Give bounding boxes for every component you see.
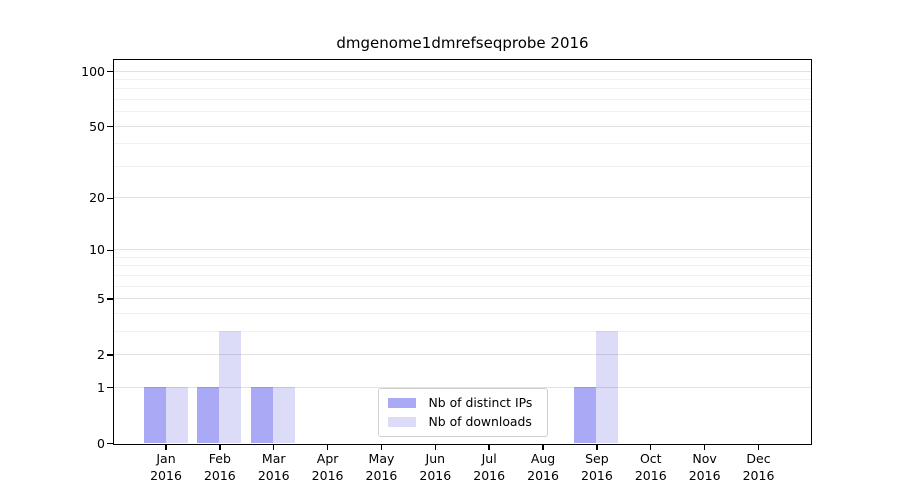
y-tick-mark-100 — [107, 70, 113, 73]
x-tick-label-nov: Nov 2016 — [688, 451, 721, 483]
y-tick-mark-5 — [107, 298, 113, 300]
bar-distinct-ips-feb — [197, 387, 220, 443]
y-tick-mark-50 — [107, 126, 113, 128]
y-tick-label-0: 0 — [97, 435, 105, 451]
x-tick-label-apr: Apr 2016 — [311, 451, 344, 483]
y-tick-label-2: 2 — [97, 346, 105, 362]
chart-title: dmgenome1dmrefseqprobe 2016 — [336, 34, 589, 52]
legend-swatch-distinct-ips — [387, 397, 416, 408]
y-tick-label-20: 20 — [89, 190, 105, 206]
gridline-minor-6 — [113, 285, 811, 287]
y-tick-mark-10 — [107, 249, 113, 251]
x-tick-mark-jul — [488, 445, 490, 450]
plot-area: Nb of distinct IPs Nb of downloads — [112, 58, 812, 445]
y-tick-mark-1 — [107, 386, 113, 389]
bars-layer — [114, 60, 812, 445]
x-tick-mark-aug — [542, 445, 544, 450]
x-tick-label-may: May 2016 — [365, 451, 398, 483]
x-tick-label-jan: Jan 2016 — [150, 451, 182, 483]
x-tick-label-dec: Dec 2016 — [742, 451, 775, 483]
gridline-minor-60 — [113, 111, 811, 113]
x-tick-label-oct: Oct 2016 — [634, 451, 667, 483]
gridline-major-10 — [113, 249, 811, 251]
legend-entry-distinct-ips: Nb of distinct IPs — [387, 395, 547, 410]
y-tick-label-5: 5 — [97, 291, 105, 307]
y-tick-label-100: 100 — [81, 63, 105, 79]
gridline-major-2 — [113, 353, 811, 355]
y-tick-label-1: 1 — [97, 379, 105, 395]
x-tick-mark-apr — [326, 445, 329, 450]
gridline-minor-9 — [113, 257, 811, 258]
bar-distinct-ips-sep — [574, 387, 597, 443]
gridline-major-1 — [113, 386, 811, 388]
grid-layer — [113, 60, 811, 445]
x-tick-mark-feb — [219, 445, 221, 450]
bar-downloads-mar — [273, 387, 296, 443]
legend-entry-downloads: Nb of downloads — [387, 414, 547, 429]
gridline-major-100 — [113, 70, 811, 72]
x-tick-label-jul: Jul 2016 — [473, 451, 506, 483]
bar-downloads-jan — [165, 387, 188, 443]
gridline-minor-7 — [113, 274, 811, 276]
x-tick-label-feb: Feb 2016 — [203, 451, 236, 483]
x-tick-mark-jan — [165, 445, 167, 450]
y-tick-mark-2 — [107, 354, 113, 356]
gridline-minor-3 — [113, 330, 811, 332]
x-tick-label-mar: Mar 2016 — [257, 451, 290, 483]
x-tick-mark-dec — [757, 445, 760, 450]
gridline-minor-4 — [113, 312, 811, 314]
x-tick-mark-jun — [434, 445, 436, 450]
x-tick-mark-may — [380, 445, 383, 450]
x-tick-label-sep: Sep 2016 — [581, 451, 613, 483]
bar-distinct-ips-mar — [251, 387, 274, 443]
x-tick-label-jun: Jun 2016 — [419, 451, 452, 483]
gridline-minor-30 — [113, 165, 811, 167]
bar-downloads-feb — [219, 331, 242, 443]
gridline-minor-8 — [113, 265, 811, 267]
x-tick-mark-mar — [273, 445, 275, 450]
legend-label-distinct-ips: Nb of distinct IPs — [428, 395, 533, 410]
x-tick-mark-nov — [703, 445, 706, 450]
y-tick-mark-20 — [107, 197, 113, 199]
y-tick-mark-0 — [107, 442, 113, 445]
legend-label-downloads: Nb of downloads — [428, 414, 532, 429]
gridline-minor-70 — [113, 99, 811, 101]
legend: Nb of distinct IPs Nb of downloads — [377, 387, 548, 437]
y-tick-label-10: 10 — [89, 242, 105, 258]
gridline-major-5 — [113, 298, 811, 300]
legend-swatch-downloads — [387, 416, 416, 427]
bar-downloads-sep — [596, 331, 619, 443]
gridline-minor-90 — [113, 79, 811, 81]
gridline-minor-40 — [113, 143, 811, 145]
x-tick-label-aug: Aug 2016 — [527, 451, 559, 483]
x-tick-mark-sep — [596, 445, 598, 450]
gridline-minor-80 — [113, 88, 811, 90]
x-tick-mark-oct — [650, 445, 652, 450]
gridline-major-50 — [113, 125, 811, 127]
y-tick-label-50: 50 — [89, 118, 105, 134]
bar-distinct-ips-jan — [143, 387, 166, 443]
gridline-major-20 — [113, 197, 811, 199]
